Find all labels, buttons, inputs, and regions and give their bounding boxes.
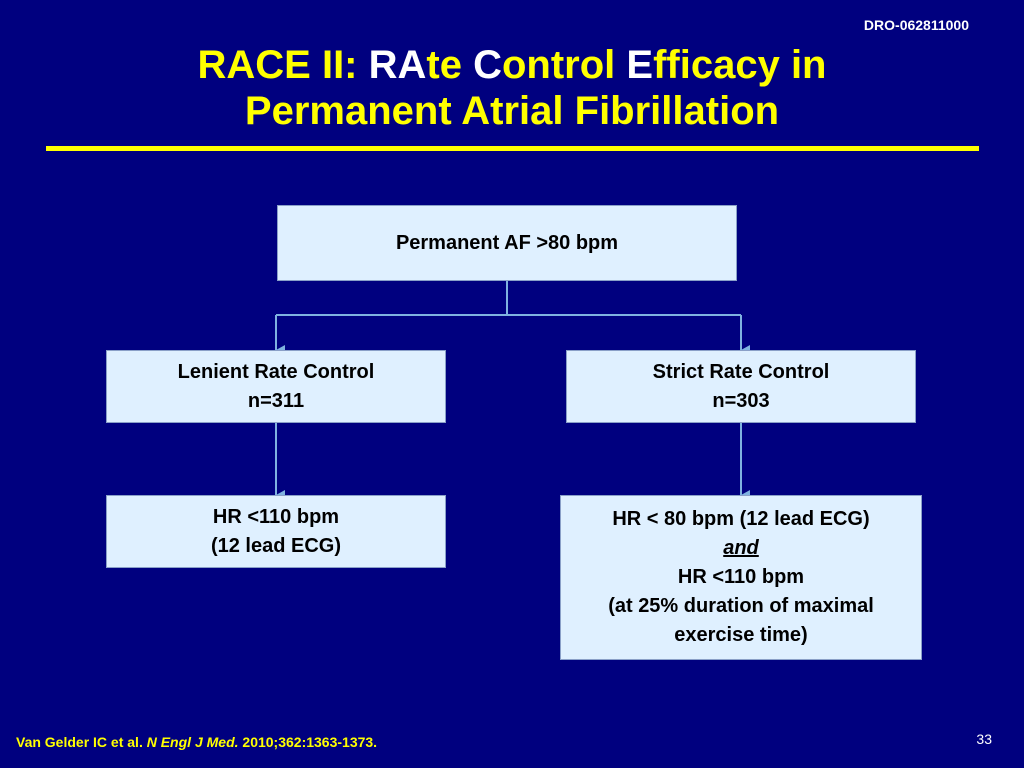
title-line-1: RACE II: RAte Control Efficacy in [0, 42, 1024, 88]
document-code: DRO-062811000 [863, 17, 969, 33]
citation-journal: N Engl J Med. [146, 734, 239, 750]
strict-arm-n: n=303 [712, 389, 770, 412]
strict-target-line-3: HR <110 bpm [677, 566, 805, 588]
strict-target-conjunction: and [723, 537, 759, 559]
page-number: 33 [976, 731, 992, 747]
citation-ref: 2010;362:1363-1373. [238, 734, 378, 750]
title-segment: ontrol [501, 43, 627, 87]
lenient-target-line-1: HR <110 bpm [212, 505, 340, 528]
citation-authors: Van Gelder IC et al. [16, 734, 147, 750]
strict-arm-label: Strict Rate Control [652, 360, 830, 383]
title-line-2: Permanent Atrial Fibrillation [244, 89, 780, 133]
root-box: Permanent AF >80 bpm [277, 205, 737, 281]
strict-target-line-5: exercise time) [674, 624, 808, 646]
strict-target-line-1: HR < 80 bpm (12 lead ECG) [612, 508, 870, 530]
strict-target-line-4: (at 25% duration of maximal [608, 595, 874, 617]
lenient-target-box: HR <110 bpm (12 lead ECG) [106, 495, 446, 568]
title-segment: C [473, 43, 502, 87]
root-label: Permanent AF >80 bpm [395, 231, 619, 254]
lenient-target-line-2: (12 lead ECG) [210, 534, 342, 557]
lenient-arm-box: Lenient Rate Control n=311 [106, 350, 446, 423]
strict-target-box: HR < 80 bpm (12 lead ECG) and HR <110 bp… [560, 495, 922, 660]
lenient-arm-n: n=311 [247, 389, 305, 412]
title-segment: RACE II: [197, 43, 369, 87]
strict-arm-box: Strict Rate Control n=303 [566, 350, 916, 423]
citation: Van Gelder IC et al. N Engl J Med. 2010;… [16, 734, 377, 750]
title-underline [46, 146, 979, 151]
lenient-arm-label: Lenient Rate Control [177, 360, 375, 383]
title-segment: te [426, 43, 474, 87]
title-segment: fficacy in [653, 43, 827, 87]
title-segment: RA [368, 43, 427, 87]
title-segment: E [626, 43, 654, 87]
slide-title: RACE II: RAte Control Efficacy in Perman… [0, 42, 1024, 134]
